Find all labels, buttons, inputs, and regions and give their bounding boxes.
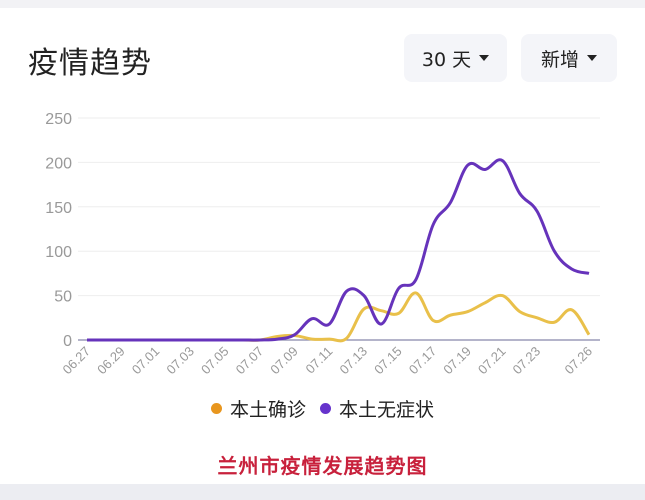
legend-label: 本土无症状 (339, 399, 435, 421)
range-dropdown-label: 30 天 (421, 48, 472, 71)
y-tick-label: 50 (54, 289, 72, 306)
x-tick-label: 07.21 (475, 344, 509, 378)
x-tick-label: 07.13 (336, 344, 370, 378)
chart-caption: 兰州市疫情发展趋势图 (217, 454, 428, 478)
x-tick-label: 07.23 (510, 344, 544, 378)
y-tick-label: 250 (45, 111, 72, 128)
x-tick-label: 07.19 (440, 344, 474, 378)
range-dropdown[interactable]: 30 天 (404, 34, 507, 82)
legend-dot-icon (210, 403, 222, 414)
legend-label: 本土确诊 (229, 399, 306, 421)
series-line-confirmed (87, 291, 591, 343)
x-tick-label: 07.07 (233, 344, 267, 378)
x-tick-label: 07.01 (129, 344, 163, 378)
y-tick-label: 150 (45, 200, 72, 217)
caret-down-icon (587, 55, 597, 61)
series-line-asymptomatic (87, 158, 590, 342)
caret-down-icon (479, 55, 490, 61)
x-tick-label: 07.15 (371, 344, 405, 378)
x-tick-label: 06.29 (94, 344, 128, 378)
legend-dot-icon (320, 403, 331, 414)
x-tick-label: 07.26 (562, 344, 596, 378)
type-dropdown[interactable]: 新增 (521, 34, 617, 82)
legend-item-asymptomatic[interactable]: 本土无症状 (320, 395, 434, 422)
legend-item-confirmed[interactable]: 本土确诊 (210, 395, 306, 422)
y-tick-label: 0 (63, 333, 72, 350)
bottom-divider (0, 484, 645, 500)
x-tick-label: 07.05 (198, 344, 232, 378)
x-tick-label: 07.09 (267, 344, 301, 378)
x-tick-label: 07.03 (163, 344, 197, 378)
x-tick-label: 07.17 (406, 344, 440, 378)
x-tick-label: 07.11 (303, 344, 336, 377)
y-tick-label: 200 (45, 155, 72, 172)
type-dropdown-label: 新增 (540, 48, 579, 71)
y-tick-label: 100 (45, 244, 72, 261)
page-title: 疫情趋势 (28, 46, 152, 81)
chart-legend: 本土确诊 本土无症状 (0, 395, 645, 422)
